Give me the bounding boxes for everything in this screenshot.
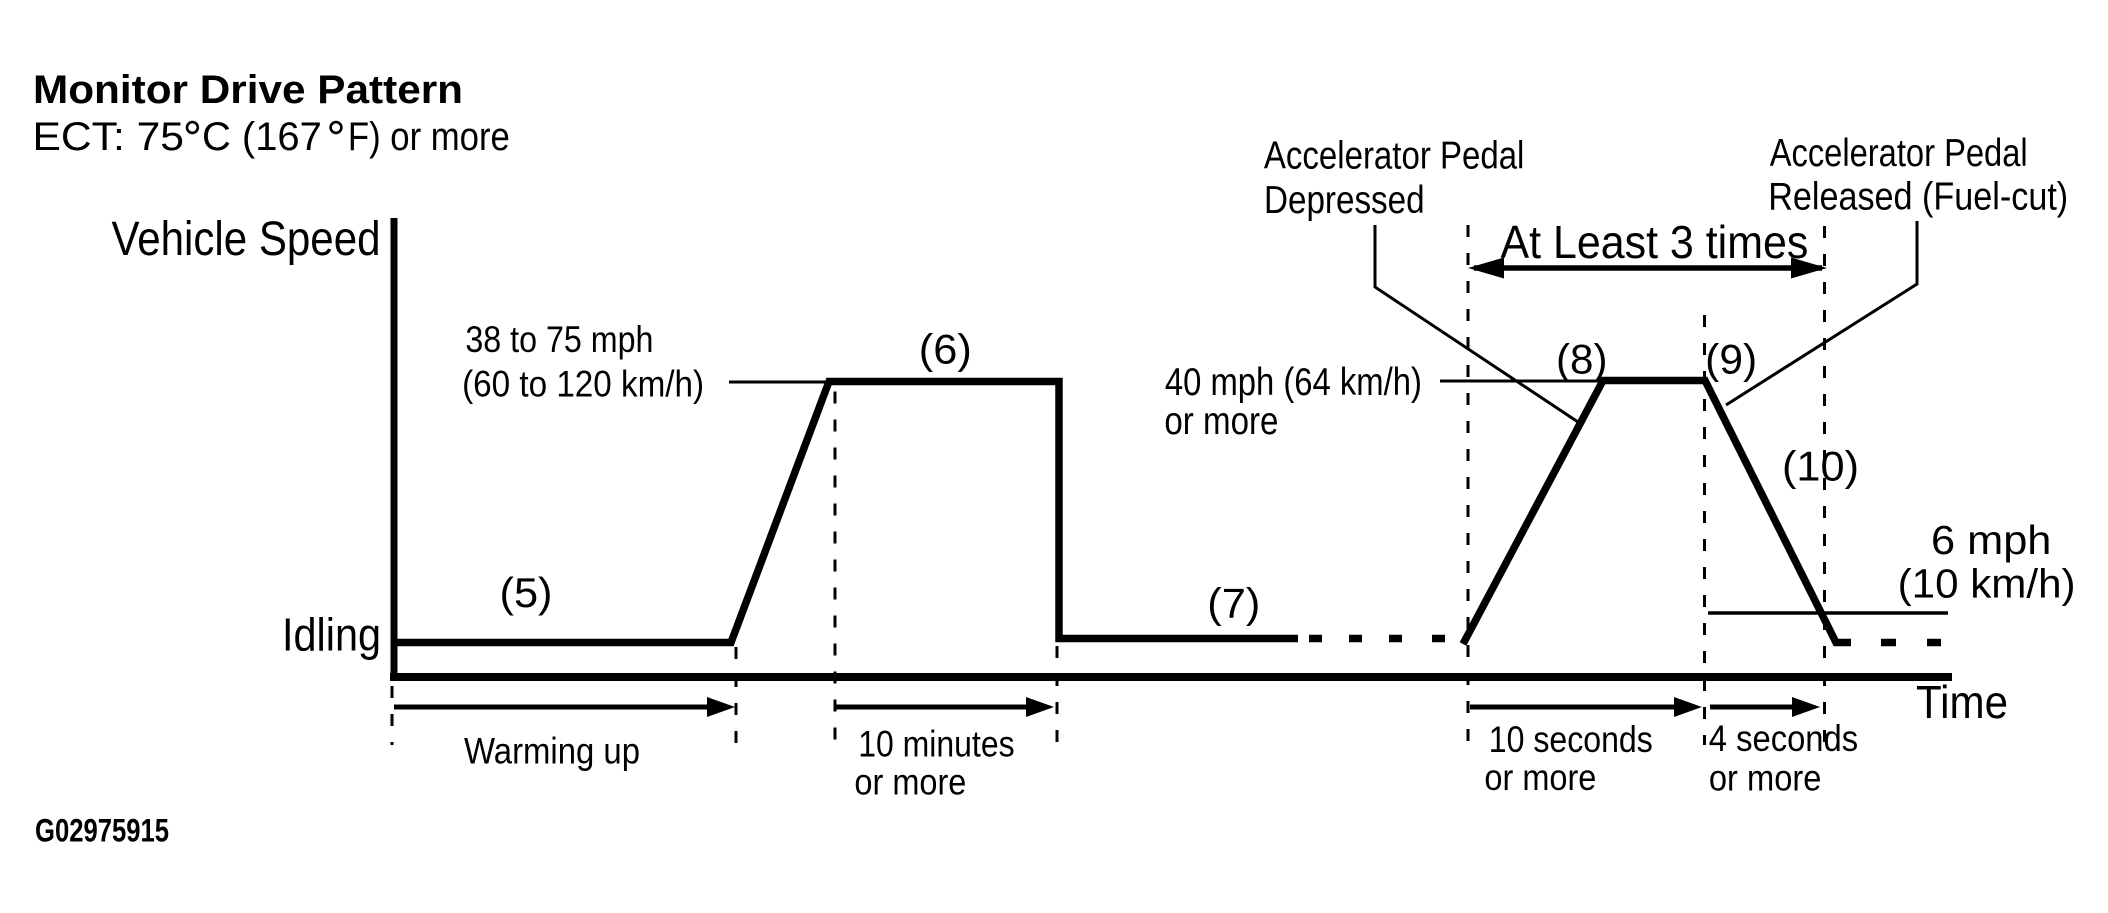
svg-text:(5): (5) <box>500 569 553 616</box>
svg-text:or more: or more <box>854 761 966 802</box>
svg-text:At Least 3 times: At Least 3 times <box>1501 216 1809 268</box>
svg-text:Time: Time <box>1916 676 2008 728</box>
svg-text:10 minutes: 10 minutes <box>858 724 1014 765</box>
svg-text:(9): (9) <box>1705 336 1757 383</box>
svg-text:Depressed: Depressed <box>1264 179 1425 222</box>
svg-text:(10): (10) <box>1782 443 1859 490</box>
svg-text:40 mph (64 km/h): 40 mph (64 km/h) <box>1165 361 1422 404</box>
svg-text:Accelerator Pedal: Accelerator Pedal <box>1770 132 2028 175</box>
svg-text:6 mph: 6 mph <box>1931 517 2051 563</box>
svg-text:(8): (8) <box>1556 336 1608 383</box>
svg-text:(10 km/h): (10 km/h) <box>1898 561 2076 607</box>
svg-text:ECT: 75: ECT: 75 <box>33 115 185 159</box>
svg-text:or more: or more <box>1164 400 1278 443</box>
svg-text:4 seconds: 4 seconds <box>1709 718 1858 759</box>
svg-text:Vehicle Speed: Vehicle Speed <box>112 213 381 266</box>
svg-text:10 seconds: 10 seconds <box>1489 719 1653 760</box>
svg-text:Idling: Idling <box>282 609 381 661</box>
svg-text:C (167: C (167 <box>202 115 322 159</box>
svg-text:38 to 75 mph: 38 to 75 mph <box>465 319 653 360</box>
svg-text:(60 to 120 km/h): (60 to 120 km/h) <box>462 363 704 404</box>
svg-text:Monitor Drive Pattern: Monitor Drive Pattern <box>33 68 463 112</box>
svg-text:(6): (6) <box>919 326 972 373</box>
svg-text:Accelerator Pedal: Accelerator Pedal <box>1264 134 1525 177</box>
svg-text:Warming up: Warming up <box>464 730 640 771</box>
svg-text:Released (Fuel-cut): Released (Fuel-cut) <box>1768 176 2068 219</box>
svg-text:or more: or more <box>1709 758 1822 799</box>
svg-text:(7): (7) <box>1207 580 1260 627</box>
svg-text:G02975915: G02975915 <box>35 813 169 849</box>
svg-text:or more: or more <box>1484 757 1596 798</box>
svg-text:F) or more: F) or more <box>348 115 510 159</box>
